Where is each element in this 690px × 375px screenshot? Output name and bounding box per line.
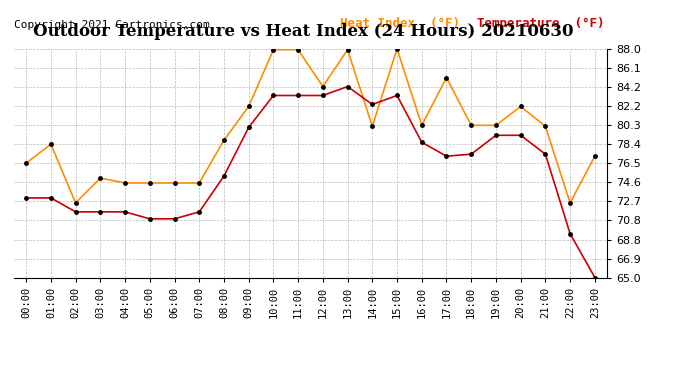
Text: Outdoor Temperature vs Heat Index (24 Hours) 20210630: Outdoor Temperature vs Heat Index (24 Ho…: [33, 22, 574, 39]
Text: Copyright 2021 Cartronics.com: Copyright 2021 Cartronics.com: [14, 21, 210, 30]
Text: Heat Index  (°F): Heat Index (°F): [340, 18, 460, 30]
Text: Temperature  (°F): Temperature (°F): [477, 18, 604, 30]
